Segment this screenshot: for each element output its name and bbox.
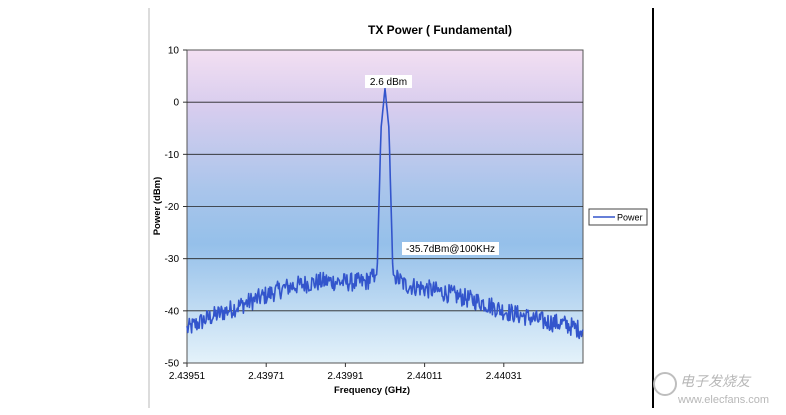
y-tick-label: -40 [165, 306, 180, 317]
series-line-power [186, 87, 584, 340]
x-tick-label: 2.43971 [248, 371, 285, 382]
annotation-offset-text: -35.7dBm@100KHz [406, 244, 495, 255]
y-tick-label: 0 [173, 98, 179, 109]
y-tick-label: -20 [165, 202, 180, 213]
watermark-logo [653, 372, 677, 396]
y-axis-label: Power (dBm) [152, 177, 163, 236]
watermark-url-text: www.elecfans.com [677, 394, 769, 406]
annotation-offset-bg [402, 242, 499, 255]
x-tick-label: 2.43991 [327, 371, 364, 382]
series-group [186, 87, 584, 340]
annotation-offset: -35.7dBm@100KHz [402, 242, 499, 255]
y-tick-label: -10 [165, 150, 180, 161]
y-tick-label: -30 [165, 254, 180, 265]
annotation-peak: 2.6 dBm [365, 75, 412, 88]
x-tick-labels: 2.43951 2.43971 2.43991 2.44011 2.44031 [169, 371, 522, 382]
y-tick-label: -50 [165, 359, 180, 370]
y-tick-label: 10 [168, 46, 180, 57]
legend-label-power: Power [617, 213, 643, 223]
x-axis-label: Frequency (GHz) [334, 385, 410, 396]
x-tick-label: 2.44011 [407, 371, 443, 382]
x-tick-label: 2.43951 [169, 371, 206, 382]
x-tick-label: 2.44031 [486, 371, 523, 382]
chart-title: TX Power ( Fundamental) [368, 23, 512, 37]
watermark: 电子发烧友 www.elecfans.com [653, 372, 769, 406]
y-tick-labels: 10 0 -10 -20 -30 -40 -50 [165, 46, 180, 370]
annotation-peak-text: 2.6 dBm [370, 77, 407, 88]
watermark-cn-text: 电子发烧友 [680, 374, 752, 390]
legend: Power [588, 208, 648, 226]
legend-box [588, 208, 648, 226]
annotation-peak-bg [365, 75, 412, 88]
